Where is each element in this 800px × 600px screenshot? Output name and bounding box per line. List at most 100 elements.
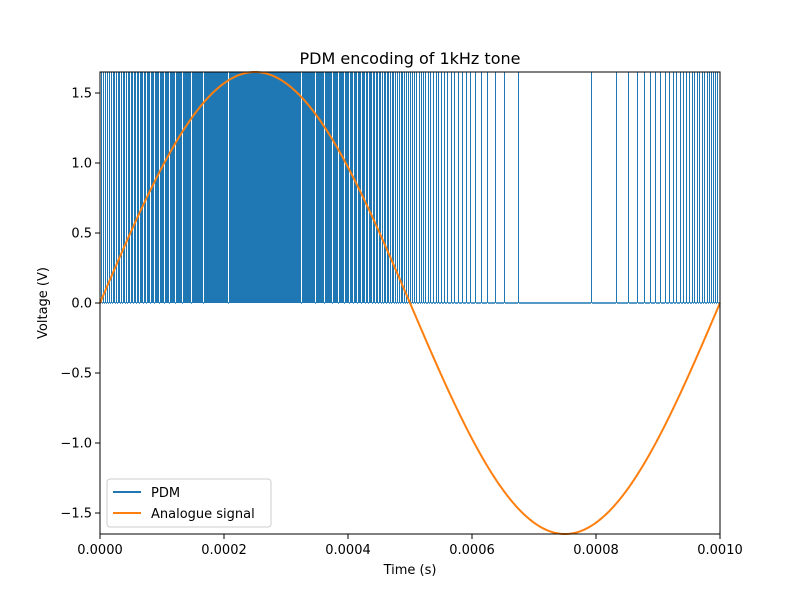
pdm-pulse bbox=[410, 72, 411, 303]
pdm-pulse bbox=[475, 72, 476, 303]
pdm-pulse bbox=[637, 72, 638, 303]
pdm-pulse bbox=[414, 72, 415, 303]
pdm-pulse bbox=[144, 72, 146, 303]
pdm-pulse bbox=[397, 72, 398, 303]
x-tick-label: 0.0006 bbox=[449, 543, 495, 558]
pdm-pulse bbox=[644, 72, 645, 303]
pdm-pulse bbox=[697, 72, 698, 303]
pdm-pulse bbox=[430, 72, 431, 303]
pdm-pulse bbox=[692, 72, 693, 303]
legend: PDM Analogue signal bbox=[106, 478, 272, 528]
pdm-pulse bbox=[123, 72, 125, 303]
pdm-pulse bbox=[390, 72, 391, 303]
x-axis-label: Time (s) bbox=[383, 563, 437, 578]
pdm-pulse bbox=[676, 72, 677, 303]
pdm-pulse bbox=[395, 72, 396, 303]
legend-analogue-label: Analogue signal bbox=[151, 507, 255, 522]
y-tick-label: 0.0 bbox=[71, 297, 92, 312]
y-tick-label: 1.5 bbox=[71, 87, 92, 102]
plot-area bbox=[99, 70, 721, 536]
y-tick-label: −1.0 bbox=[60, 437, 92, 452]
pdm-pulse bbox=[454, 72, 455, 303]
pdm-pulse bbox=[121, 72, 122, 303]
x-tick-label: 0.0008 bbox=[573, 543, 619, 558]
x-tick-label: 0.0002 bbox=[201, 543, 247, 558]
pdm-pulse bbox=[176, 72, 182, 303]
pdm-pulse bbox=[333, 72, 338, 303]
x-axis: 0.0000 0.0002 0.0004 0.0006 0.0008 0.0010 bbox=[77, 534, 743, 558]
pdm-pulse bbox=[495, 72, 496, 303]
pdm-pulse bbox=[229, 72, 301, 303]
pdm-pulse bbox=[628, 72, 629, 303]
pdm-pulse bbox=[441, 72, 442, 303]
pdm-pulse bbox=[699, 72, 700, 303]
pdm-pulse bbox=[518, 72, 519, 303]
pdm-pulse bbox=[126, 72, 127, 303]
pdm-pulse bbox=[105, 72, 106, 303]
pdm-pulse bbox=[451, 72, 452, 303]
y-tick-label: 1.0 bbox=[71, 157, 92, 172]
pdm-pulse bbox=[302, 72, 315, 303]
pdm-pulse bbox=[399, 72, 400, 303]
pdm-pulse bbox=[704, 72, 705, 303]
pdm-pulse bbox=[665, 72, 666, 303]
pdm-pulse bbox=[408, 72, 409, 303]
pdm-pulse bbox=[669, 72, 670, 303]
pdm-pulse bbox=[655, 72, 656, 303]
y-axis-label: Voltage (V) bbox=[36, 267, 51, 339]
pdm-pulse bbox=[694, 72, 695, 303]
x-tick-label: 0.0004 bbox=[325, 543, 371, 558]
pdm-pulse bbox=[702, 72, 703, 303]
pdm-pulse bbox=[401, 72, 403, 303]
pdm-pulse bbox=[339, 72, 344, 303]
pdm-pulse bbox=[436, 72, 437, 303]
legend-pdm-label: PDM bbox=[151, 486, 180, 501]
pdm-pulse bbox=[379, 72, 381, 303]
pdm-pulse bbox=[101, 72, 102, 303]
pdm-pulse bbox=[103, 72, 104, 303]
pdm-pulse bbox=[155, 72, 159, 303]
pdm-pulse bbox=[404, 72, 405, 303]
pdm-pulse bbox=[387, 72, 389, 303]
pdm-pulse bbox=[345, 72, 349, 303]
pdm-pulse bbox=[416, 72, 417, 303]
pdm-pulse bbox=[111, 72, 112, 303]
pdm-pulse bbox=[433, 72, 434, 303]
pdm-pulse bbox=[412, 72, 413, 303]
pdm-pulse bbox=[683, 72, 684, 303]
pdm-pulse bbox=[160, 72, 164, 303]
pdm-pulse bbox=[438, 72, 439, 303]
pdm-pulse bbox=[369, 72, 372, 303]
pdm-pulse bbox=[147, 72, 150, 303]
pdm-pulse bbox=[134, 72, 136, 303]
pdm-pulse bbox=[673, 72, 674, 303]
pdm-pulse bbox=[170, 72, 175, 303]
pdm-pulse bbox=[316, 72, 324, 303]
pdm-pulse bbox=[350, 72, 353, 303]
pdm-pulse bbox=[373, 72, 375, 303]
y-tick-label: −0.5 bbox=[60, 367, 92, 382]
pdm-pulse bbox=[444, 72, 445, 303]
pdm-pulse bbox=[366, 72, 368, 303]
pdm-pulse bbox=[487, 72, 488, 303]
pdm-pulse bbox=[325, 72, 332, 303]
pdm-pulse bbox=[591, 72, 592, 303]
pdm-pulse bbox=[715, 72, 716, 303]
pdm-pulse bbox=[382, 72, 383, 303]
pdm-pulse bbox=[660, 72, 661, 303]
pdm-pulse bbox=[109, 72, 110, 303]
pdm-pulse bbox=[406, 72, 407, 303]
chart-title: PDM encoding of 1kHz tone bbox=[300, 49, 521, 68]
pdm-pulse bbox=[711, 72, 712, 303]
x-tick-label: 0.0010 bbox=[697, 543, 743, 558]
y-axis: −1.5 −1.0 −0.5 0.0 0.5 1.0 1.5 bbox=[60, 87, 100, 522]
pdm-pulse bbox=[358, 72, 361, 303]
pdm-pulse bbox=[165, 72, 169, 303]
pdm-pulse bbox=[131, 72, 133, 303]
pdm-pulse bbox=[686, 72, 687, 303]
pdm-pulse bbox=[447, 72, 448, 303]
pdm-pulse bbox=[107, 72, 108, 303]
pdm-pulse bbox=[354, 72, 357, 303]
pdm-pulse bbox=[376, 72, 378, 303]
